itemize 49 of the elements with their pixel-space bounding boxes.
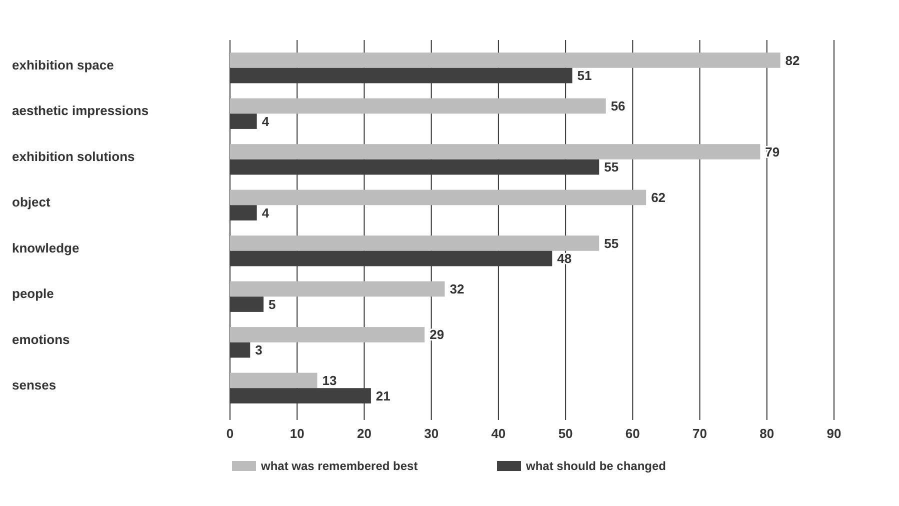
x-tick-label: 30 bbox=[424, 426, 439, 441]
y-tick-label: aesthetic impressions bbox=[12, 103, 149, 118]
data-label: 4 bbox=[262, 205, 270, 220]
bar bbox=[230, 281, 445, 297]
x-tick-label: 60 bbox=[625, 426, 640, 441]
bar bbox=[230, 236, 600, 251]
bar bbox=[230, 372, 318, 388]
data-label: 3 bbox=[255, 342, 262, 358]
bar bbox=[230, 190, 646, 206]
data-label: 62 bbox=[651, 190, 666, 206]
legend-label: what was remembered best bbox=[260, 459, 418, 474]
y-tick-label: knowledge bbox=[12, 240, 80, 256]
bar bbox=[230, 52, 780, 68]
x-tick-label: 70 bbox=[692, 426, 708, 441]
bar bbox=[230, 144, 760, 160]
bar bbox=[230, 114, 257, 129]
x-tick-label: 40 bbox=[491, 426, 506, 441]
x-tick-label: 20 bbox=[356, 426, 372, 441]
data-label: 51 bbox=[577, 68, 592, 84]
data-label: 4 bbox=[262, 114, 270, 129]
y-tick-label: emotions bbox=[12, 332, 70, 347]
data-label: 56 bbox=[610, 98, 626, 114]
y-tick-label: exhibition space bbox=[12, 57, 114, 72]
y-tick-label: senses bbox=[12, 378, 56, 393]
y-tick-label: people bbox=[12, 286, 54, 302]
x-tick-label: 10 bbox=[290, 426, 304, 441]
data-label: 32 bbox=[450, 282, 464, 297]
bar bbox=[230, 159, 600, 175]
data-label: 82 bbox=[785, 52, 800, 68]
bar bbox=[230, 388, 371, 404]
bar bbox=[230, 205, 257, 220]
bar bbox=[230, 98, 606, 114]
data-label: 5 bbox=[268, 296, 276, 312]
bar bbox=[230, 296, 264, 312]
x-tick-label: 90 bbox=[826, 426, 842, 441]
y-tick-label: exhibition solutions bbox=[12, 148, 135, 164]
data-label: 55 bbox=[604, 160, 619, 175]
x-tick-label: 0 bbox=[226, 426, 234, 441]
bar bbox=[230, 250, 552, 266]
x-tick-label: 50 bbox=[558, 426, 573, 441]
bar bbox=[230, 342, 250, 358]
data-label: 55 bbox=[604, 236, 619, 251]
data-label: 21 bbox=[376, 388, 390, 404]
x-tick-label: 80 bbox=[760, 426, 774, 441]
legend-label: what should be changed bbox=[525, 459, 666, 474]
bar bbox=[230, 327, 425, 342]
data-label: 13 bbox=[322, 372, 337, 388]
y-tick-label: object bbox=[12, 194, 51, 210]
bar bbox=[230, 68, 572, 84]
